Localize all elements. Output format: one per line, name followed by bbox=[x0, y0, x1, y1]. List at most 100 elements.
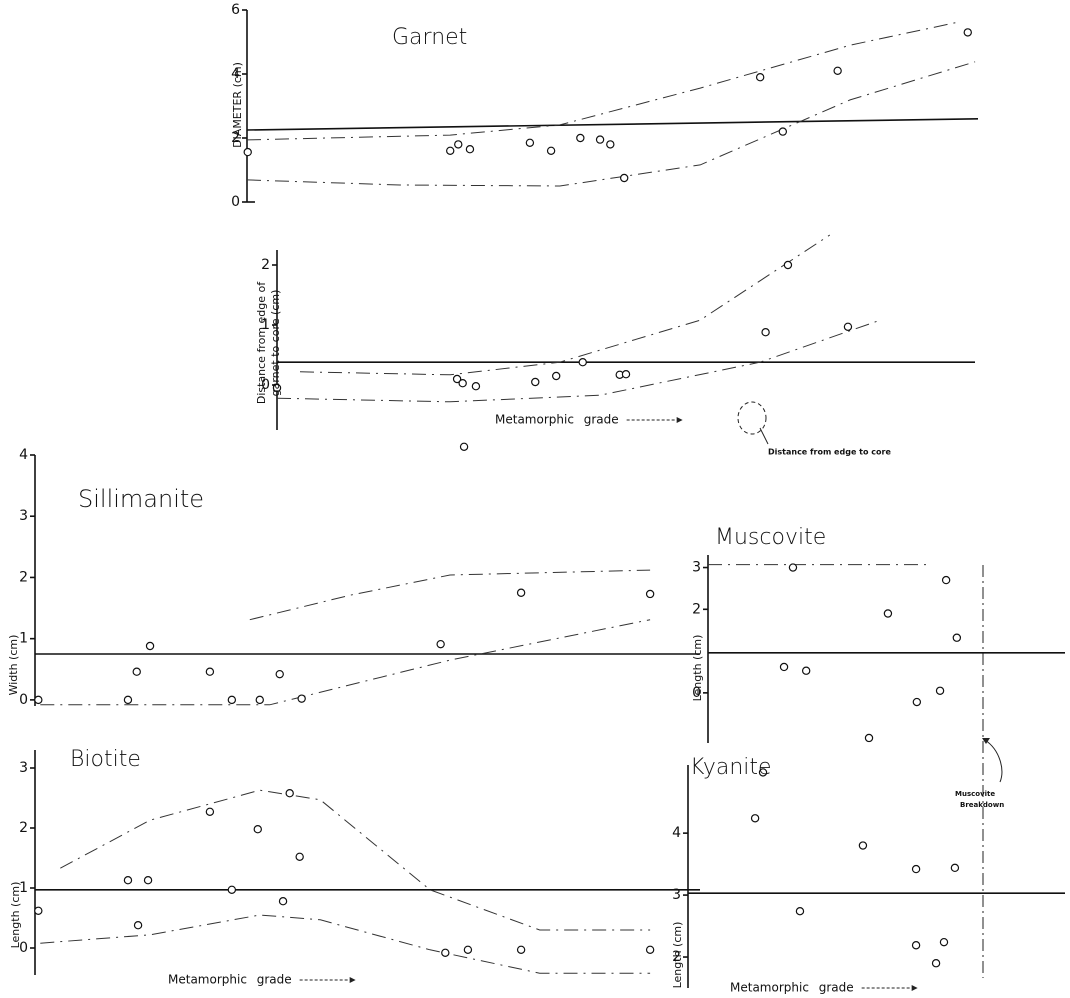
y-tick-label: 3 bbox=[19, 508, 28, 524]
y-axis-label: Width (cm) bbox=[7, 635, 20, 696]
data-point bbox=[940, 939, 947, 946]
x-axis-label: Metamorphic grade bbox=[730, 981, 854, 995]
y-tick-label: 4 bbox=[19, 447, 28, 463]
figure: 0246GarnetDIAMETER (cm)012Distance from … bbox=[0, 0, 1070, 998]
data-point bbox=[296, 853, 303, 860]
data-point bbox=[518, 946, 525, 953]
y-axis-label: Distance from edge of bbox=[255, 281, 268, 404]
fit-line bbox=[277, 320, 880, 402]
y-axis-label: DIAMETER (cm) bbox=[231, 62, 244, 148]
fit-line bbox=[40, 620, 650, 705]
data-point bbox=[256, 696, 263, 703]
y-tick-label: 2 bbox=[19, 569, 28, 585]
y-tick-label: 2 bbox=[19, 820, 28, 836]
fit-line bbox=[60, 790, 650, 930]
data-point bbox=[936, 687, 943, 694]
x-axis-label: Metamorphic grade bbox=[168, 973, 292, 987]
y-tick-label: 0 bbox=[19, 692, 28, 708]
panel-title: Muscovite bbox=[715, 525, 826, 550]
data-point bbox=[757, 74, 764, 81]
data-point bbox=[752, 815, 759, 822]
y-tick-label: 1 bbox=[19, 631, 28, 647]
data-point bbox=[796, 908, 803, 915]
data-point bbox=[298, 695, 305, 702]
data-point bbox=[244, 148, 251, 155]
data-point bbox=[779, 128, 786, 135]
data-point bbox=[447, 147, 454, 154]
panel-title: Kyanite bbox=[690, 755, 772, 780]
data-point bbox=[228, 696, 235, 703]
panel-title: Biotite bbox=[70, 747, 141, 772]
y-tick-label: 2 bbox=[692, 601, 701, 617]
y-tick-label: 4 bbox=[672, 825, 681, 841]
data-point bbox=[133, 668, 140, 675]
data-point bbox=[442, 949, 449, 956]
y-axis-label: Length (cm) bbox=[691, 635, 704, 702]
data-point bbox=[124, 877, 131, 884]
fit-line bbox=[247, 22, 960, 140]
data-point bbox=[464, 946, 471, 953]
data-point bbox=[577, 134, 584, 141]
panel-title: Sillimanite bbox=[78, 485, 204, 513]
data-point bbox=[964, 29, 971, 36]
data-point bbox=[943, 576, 950, 583]
data-point bbox=[622, 371, 629, 378]
y-tick-label: 6 bbox=[231, 2, 240, 18]
data-point bbox=[762, 329, 769, 336]
y-tick-label: 3 bbox=[692, 560, 701, 576]
data-point bbox=[455, 141, 462, 148]
data-point bbox=[518, 589, 525, 596]
data-point bbox=[466, 146, 473, 153]
data-point bbox=[951, 864, 958, 871]
y-tick-label: 3 bbox=[672, 887, 681, 903]
data-point bbox=[553, 372, 560, 379]
data-point bbox=[547, 147, 554, 154]
garnet-sketch bbox=[738, 402, 766, 434]
data-point bbox=[844, 323, 851, 330]
data-point bbox=[472, 383, 479, 390]
x-axis-label: Metamorphic grade bbox=[495, 413, 619, 427]
panel-title: Garnet bbox=[392, 25, 467, 50]
data-point bbox=[803, 667, 810, 674]
data-point bbox=[532, 378, 539, 385]
data-point bbox=[865, 734, 872, 741]
y-tick-label: 3 bbox=[19, 760, 28, 776]
data-point bbox=[286, 790, 293, 797]
data-point bbox=[647, 590, 654, 597]
annotation: Breakdown bbox=[960, 801, 1004, 809]
data-point bbox=[146, 642, 153, 649]
data-point bbox=[35, 907, 42, 914]
data-point bbox=[206, 808, 213, 815]
data-point bbox=[884, 610, 891, 617]
data-point bbox=[913, 698, 920, 705]
y-axis-label: garnet to core (cm) bbox=[269, 290, 282, 397]
data-point bbox=[647, 946, 654, 953]
data-point bbox=[35, 696, 42, 703]
x-arrow-head bbox=[912, 985, 918, 991]
data-point bbox=[228, 886, 235, 893]
data-point bbox=[780, 663, 787, 670]
data-point bbox=[834, 67, 841, 74]
x-arrow-head bbox=[677, 417, 683, 423]
data-point bbox=[912, 942, 919, 949]
data-point bbox=[859, 842, 866, 849]
data-point bbox=[254, 826, 261, 833]
data-point bbox=[596, 136, 603, 143]
data-point bbox=[459, 380, 466, 387]
data-point bbox=[437, 641, 444, 648]
data-point bbox=[279, 898, 286, 905]
y-axis-label: Length (cm) bbox=[671, 922, 684, 989]
data-point bbox=[607, 141, 614, 148]
data-point bbox=[276, 671, 283, 678]
data-point bbox=[460, 443, 467, 450]
data-point bbox=[621, 174, 628, 181]
fit-line bbox=[40, 915, 650, 973]
data-point bbox=[134, 922, 141, 929]
data-point bbox=[206, 668, 213, 675]
data-point bbox=[526, 139, 533, 146]
annotation: Muscovite bbox=[955, 790, 995, 798]
breakdown-arrow bbox=[985, 740, 1002, 782]
fit-line bbox=[300, 235, 830, 375]
y-tick-label: 2 bbox=[261, 257, 270, 273]
annotation: Distance from edge to core bbox=[768, 448, 891, 457]
